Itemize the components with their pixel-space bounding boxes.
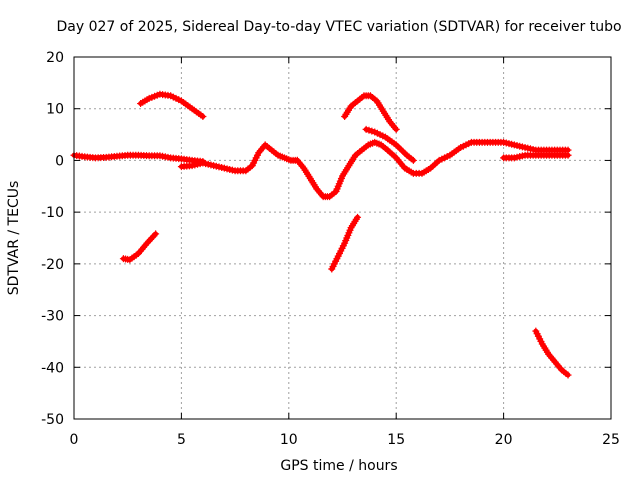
y-axis-label: SDTVAR / TECUs xyxy=(6,181,22,296)
series-main-trace-10-13h xyxy=(293,138,392,201)
data-point-marker xyxy=(409,156,417,164)
y-tick-label: 10 xyxy=(46,102,64,118)
y-tick-label: -40 xyxy=(41,360,64,376)
x-tick-label: 0 xyxy=(70,432,79,448)
chart-title: Day 027 of 2025, Sidereal Day-to-day VTE… xyxy=(56,19,621,35)
series-main-trace-14-23h xyxy=(384,138,572,177)
series-main-trace-6-9h xyxy=(177,141,301,175)
data-point-marker xyxy=(152,230,160,238)
data-point-marker xyxy=(564,151,572,159)
series-main-trace-0-3h xyxy=(70,151,207,165)
series-segment-2-4h xyxy=(119,230,160,264)
y-tick-label: 0 xyxy=(55,153,64,169)
series-trace xyxy=(294,139,391,200)
x-axis-label: GPS time / hours xyxy=(280,458,397,474)
series-upper-branch-20-23h xyxy=(500,151,572,162)
grid-layer xyxy=(74,57,611,419)
x-tick-label: 25 xyxy=(602,432,620,448)
series-segment-12-13h xyxy=(328,213,362,273)
x-tick-label: 15 xyxy=(387,432,405,448)
y-tick-label: -30 xyxy=(41,309,64,325)
data-point-marker xyxy=(564,371,572,379)
plot-frame xyxy=(73,56,612,420)
x-tick-label: 10 xyxy=(280,432,298,448)
y-tick-label: -20 xyxy=(41,257,64,273)
series-segment-21-23h xyxy=(532,327,572,379)
series-arc-13-16h xyxy=(362,125,417,164)
y-tick-label: 20 xyxy=(46,50,64,66)
data-points-layer xyxy=(70,90,572,379)
data-point-marker xyxy=(354,213,362,221)
y-tick-label: -10 xyxy=(41,205,64,221)
data-point-marker xyxy=(392,125,400,133)
x-tick-label: 20 xyxy=(495,432,513,448)
x-tick-label: 5 xyxy=(177,432,186,448)
ticks-layer: 0 5 10 15 20 25 -50 -40 -30 -20 -10 0 10 20 xyxy=(41,50,620,448)
series-arc-3-6h xyxy=(137,90,207,120)
series-arc-12-15h xyxy=(341,92,400,133)
data-point-marker xyxy=(199,112,207,120)
series-trace xyxy=(342,93,399,132)
y-tick-label: -50 xyxy=(41,412,64,428)
